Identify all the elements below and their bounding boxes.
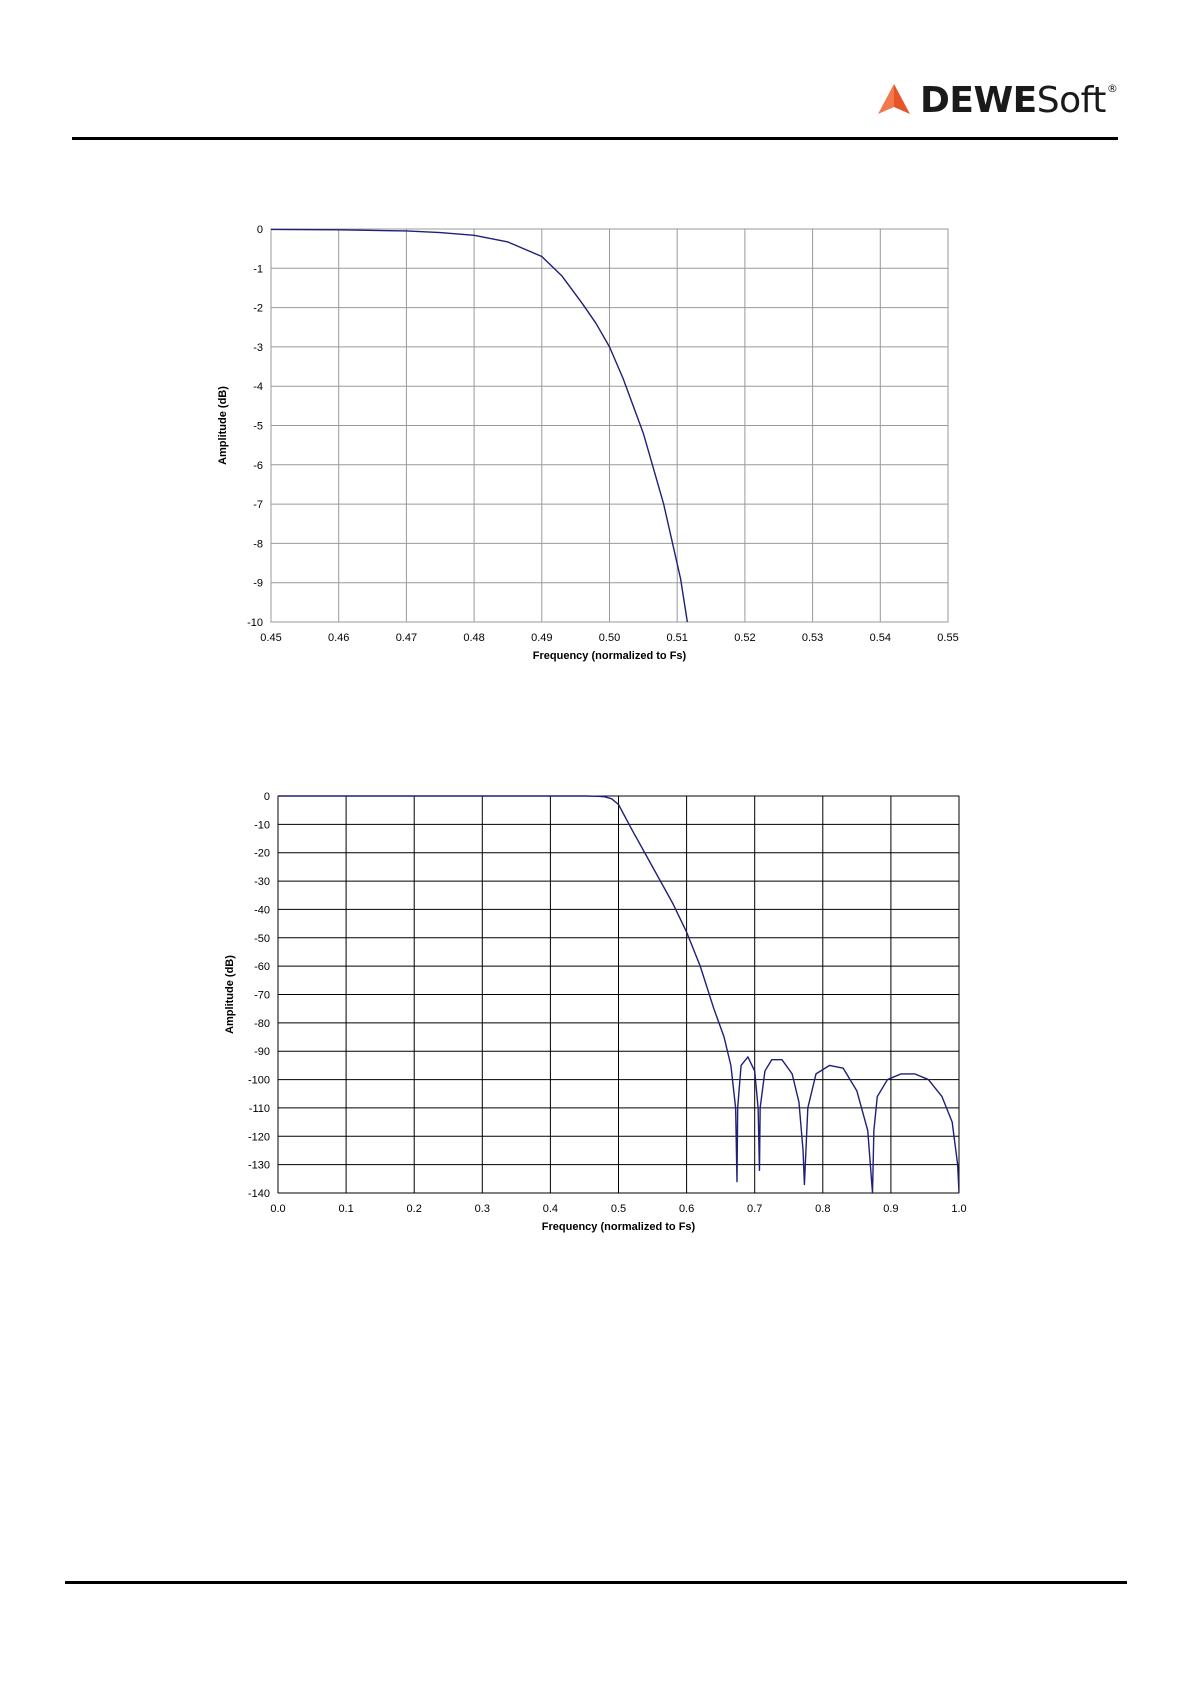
chart1-response-line — [271, 228, 689, 623]
chart2-y-tick-label: -140 — [248, 1188, 270, 1200]
chart2-x-tick-label: 0.3 — [475, 1203, 490, 1215]
chart1-y-tick-label: 0 — [257, 224, 263, 236]
chart1-x-tick-label: 0.49 — [531, 632, 552, 644]
dewesoft-logo: DEWESoft® — [876, 78, 1118, 122]
chart2-y-tick-label: -110 — [249, 1103, 270, 1115]
chart1-x-axis-title: Frequency (normalized to Fs) — [533, 650, 687, 662]
chart2-x-tick-label: 0.2 — [407, 1203, 422, 1215]
chart1-y-tick-label: -3 — [253, 342, 263, 354]
footer-rule — [65, 1581, 1127, 1584]
logo-wordmark: DEWESoft® — [920, 79, 1118, 121]
chart2-x-tick-label: 0.6 — [679, 1203, 694, 1215]
chart2-y-tick-label: -10 — [254, 819, 270, 831]
chart1-x-tick-label: 0.54 — [870, 632, 891, 644]
chart2-x-tick-label: 0.1 — [338, 1203, 353, 1215]
chart1-x-tick-label: 0.55 — [937, 632, 958, 644]
chart2-y-tick-label: -50 — [254, 933, 270, 945]
chart2-x-axis-title: Frequency (normalized to Fs) — [542, 1221, 696, 1233]
chart1-y-tick-label: -2 — [253, 303, 263, 315]
chart2-y-tick-label: 0 — [264, 791, 270, 803]
chart1-y-axis-title: Amplitude (dB) — [217, 386, 229, 465]
trademark-symbol: ® — [1106, 81, 1118, 95]
chart1-y-tick-label: -1 — [253, 263, 263, 275]
chart2-x-tick-label: 0.5 — [611, 1203, 626, 1215]
chart1-x-tick-label: 0.45 — [260, 632, 281, 644]
chart2-y-tick-label: -100 — [248, 1075, 270, 1087]
chart2-y-tick-label: -70 — [254, 990, 270, 1002]
chart2-y-tick-label: -120 — [248, 1131, 270, 1143]
chart2-x-tick-label: 0.4 — [543, 1203, 558, 1215]
chart2-x-tick-label: 0.7 — [747, 1203, 762, 1215]
passband-detail-chart: 0 -1 -2 -3 -4 -5 -6 -7 -8 -9 -10 0.45 0.46 0.47 0.48 0.… — [217, 224, 959, 662]
chart2-x-tick-label: 0.0 — [270, 1203, 285, 1215]
chart1-y-tick-label: -7 — [253, 499, 263, 511]
chart2-y-tick-label: -60 — [254, 961, 270, 973]
chart1-y-tick-label: -6 — [253, 460, 263, 472]
chart1-y-tick-label: -10 — [247, 617, 263, 629]
logo-wordmark-bold: DEWE — [920, 79, 1037, 121]
chart1-y-tick-label: -4 — [253, 381, 263, 393]
chart2-y-tick-label: -20 — [254, 848, 270, 860]
chart2-x-tick-label: 1.0 — [951, 1203, 966, 1215]
header-rule — [72, 137, 1118, 140]
chart2-response-line — [278, 795, 959, 1194]
full-band-response-chart: 0 -10 -20 -30 -40 -50 -60 -70 -80 -90 -100 -110 -120… — [224, 791, 967, 1233]
chart1-y-tick-label: -8 — [253, 538, 263, 550]
chart1-x-tick-label: 0.48 — [463, 632, 484, 644]
chart2-x-tick-label: 0.8 — [815, 1203, 830, 1215]
chart1-x-tick-label: 0.53 — [802, 632, 823, 644]
chart1-y-tick-label: -5 — [253, 421, 263, 433]
chart1-x-tick-label: 0.51 — [666, 632, 687, 644]
chart1-x-tick-label: 0.47 — [396, 632, 417, 644]
chart2-y-tick-label: -130 — [248, 1160, 270, 1172]
dewesoft-triangle-icon — [878, 84, 910, 114]
chart2-y-axis-title: Amplitude (dB) — [224, 955, 236, 1034]
chart1-x-tick-label: 0.50 — [599, 632, 620, 644]
chart2-y-tick-label: -40 — [254, 904, 270, 916]
chart1-x-tick-label: 0.46 — [328, 632, 349, 644]
chart2-y-tick-label: -80 — [254, 1018, 270, 1030]
chart2-x-tick-label: 0.9 — [883, 1203, 898, 1215]
chart2-y-tick-label: -30 — [254, 876, 270, 888]
logo-wordmark-light: Soft — [1036, 79, 1107, 121]
chart2-y-tick-label: -90 — [254, 1046, 270, 1058]
chart1-y-tick-label: -9 — [253, 578, 263, 590]
chart1-x-tick-label: 0.52 — [734, 632, 755, 644]
